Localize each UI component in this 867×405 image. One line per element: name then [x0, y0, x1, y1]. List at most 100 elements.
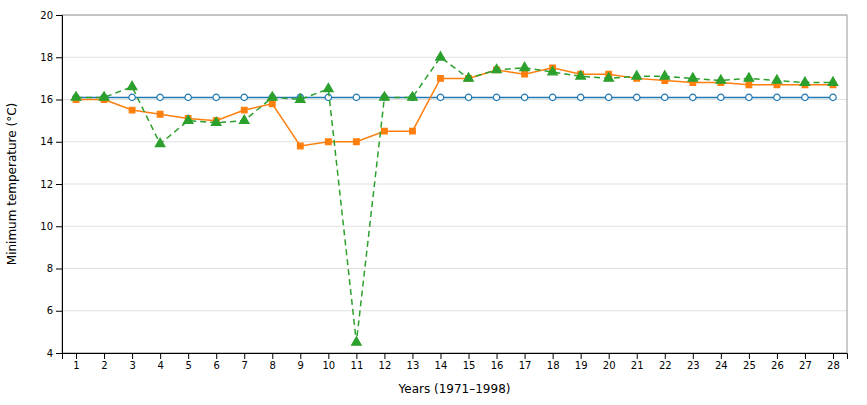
y-tick-mark	[56, 142, 62, 143]
grid-line	[62, 226, 847, 227]
x-axis-title: Years (1971–1998)	[398, 382, 511, 396]
x-tick-mark	[721, 353, 722, 359]
x-tick-label: 13	[407, 360, 420, 371]
series-point	[520, 62, 530, 70]
x-tick-mark	[553, 353, 554, 359]
x-tick: 1	[73, 353, 79, 371]
series-point	[772, 75, 782, 83]
x-tick-label: 6	[214, 360, 220, 371]
series-point	[437, 94, 443, 100]
x-tick-label: 24	[715, 360, 728, 371]
y-tick-mark	[56, 184, 62, 185]
series-point	[660, 71, 670, 79]
x-tick-label: 22	[659, 360, 672, 371]
x-tick-label: 28	[827, 360, 840, 371]
series-point	[354, 139, 360, 145]
series-point	[157, 94, 163, 100]
y-tick: 6	[47, 305, 62, 316]
x-tick-mark	[76, 353, 77, 359]
series-point	[267, 92, 277, 100]
series-point	[576, 71, 586, 79]
y-tick-mark	[56, 15, 62, 16]
series-point	[606, 94, 612, 100]
x-tick-label: 12	[379, 360, 392, 371]
y-tick: 20	[40, 10, 62, 21]
y-tick: 18	[40, 52, 62, 63]
x-tick: 14	[435, 353, 448, 371]
plot: 1234567891011121314151617181920212223242…	[40, 10, 847, 371]
x-tick-label: 26	[771, 360, 784, 371]
series-point	[522, 71, 528, 77]
series-point	[241, 94, 247, 100]
x-tick-mark	[777, 353, 778, 359]
x-tick: 16	[491, 353, 504, 371]
x-tick-label: 25	[743, 360, 756, 371]
x-tick-mark	[805, 353, 806, 359]
series-point	[438, 76, 444, 82]
y-tick-mark	[56, 226, 62, 227]
x-tick-label: 23	[687, 360, 700, 371]
series-point	[521, 94, 527, 100]
x-tick: 3	[129, 353, 135, 371]
x-tick-mark	[469, 353, 470, 359]
y-tick: 8	[47, 263, 62, 274]
x-tick-label: 27	[799, 360, 812, 371]
x-tick: 19	[575, 353, 588, 371]
series-point	[183, 115, 193, 123]
x-tick-label: 18	[547, 360, 560, 371]
series	[71, 52, 838, 346]
series-point	[718, 94, 724, 100]
series-point	[185, 94, 191, 100]
x-tick: 12	[379, 353, 392, 371]
x-tick: 26	[771, 353, 784, 371]
x-tick-label: 2	[101, 360, 107, 371]
x-tick: 24	[715, 353, 728, 371]
series-line	[76, 68, 833, 146]
series-point	[269, 101, 275, 107]
series-point	[548, 66, 558, 74]
x-tick-mark	[300, 353, 301, 359]
series-point	[800, 77, 810, 85]
series-point	[127, 81, 137, 89]
x-tick: 22	[659, 353, 672, 371]
x-tick-label: 17	[519, 360, 532, 371]
x-tick-label: 8	[270, 360, 276, 371]
y-tick: 10	[40, 221, 62, 232]
series-point	[382, 128, 388, 134]
series-point	[746, 82, 752, 88]
x-tick-label: 5	[185, 360, 191, 371]
series-point	[295, 94, 305, 102]
y-tick-label: 8	[47, 263, 53, 274]
series-point	[155, 138, 165, 146]
x-tick-mark	[833, 353, 834, 359]
series-point	[746, 94, 752, 100]
y-tick-label: 10	[40, 221, 53, 232]
x-tick: 7	[242, 353, 248, 371]
x-axis: 1234567891011121314151617181920212223242…	[63, 353, 848, 371]
marks	[71, 52, 838, 346]
grid	[62, 15, 847, 353]
grid-line	[62, 99, 847, 100]
series-point	[241, 107, 247, 113]
series-point	[213, 94, 219, 100]
y-tick: 4	[47, 348, 62, 359]
x-tick-label: 14	[435, 360, 448, 371]
x-tick: 18	[547, 353, 560, 371]
x-tick: 5	[185, 353, 191, 371]
y-tick-label: 4	[47, 348, 53, 359]
grid-line	[62, 268, 847, 269]
x-tick-label: 16	[491, 360, 504, 371]
series-point	[774, 94, 780, 100]
series-point	[830, 94, 836, 100]
x-tick-mark	[216, 353, 217, 359]
x-tick-label: 19	[575, 360, 588, 371]
series-point	[99, 92, 109, 100]
x-tick-mark	[412, 353, 413, 359]
series	[73, 94, 836, 100]
series-point	[353, 94, 359, 100]
series-point	[297, 143, 303, 149]
y-tick-label: 6	[47, 305, 53, 316]
x-tick: 15	[463, 353, 476, 371]
series-point	[690, 94, 696, 100]
series-point	[326, 139, 332, 145]
